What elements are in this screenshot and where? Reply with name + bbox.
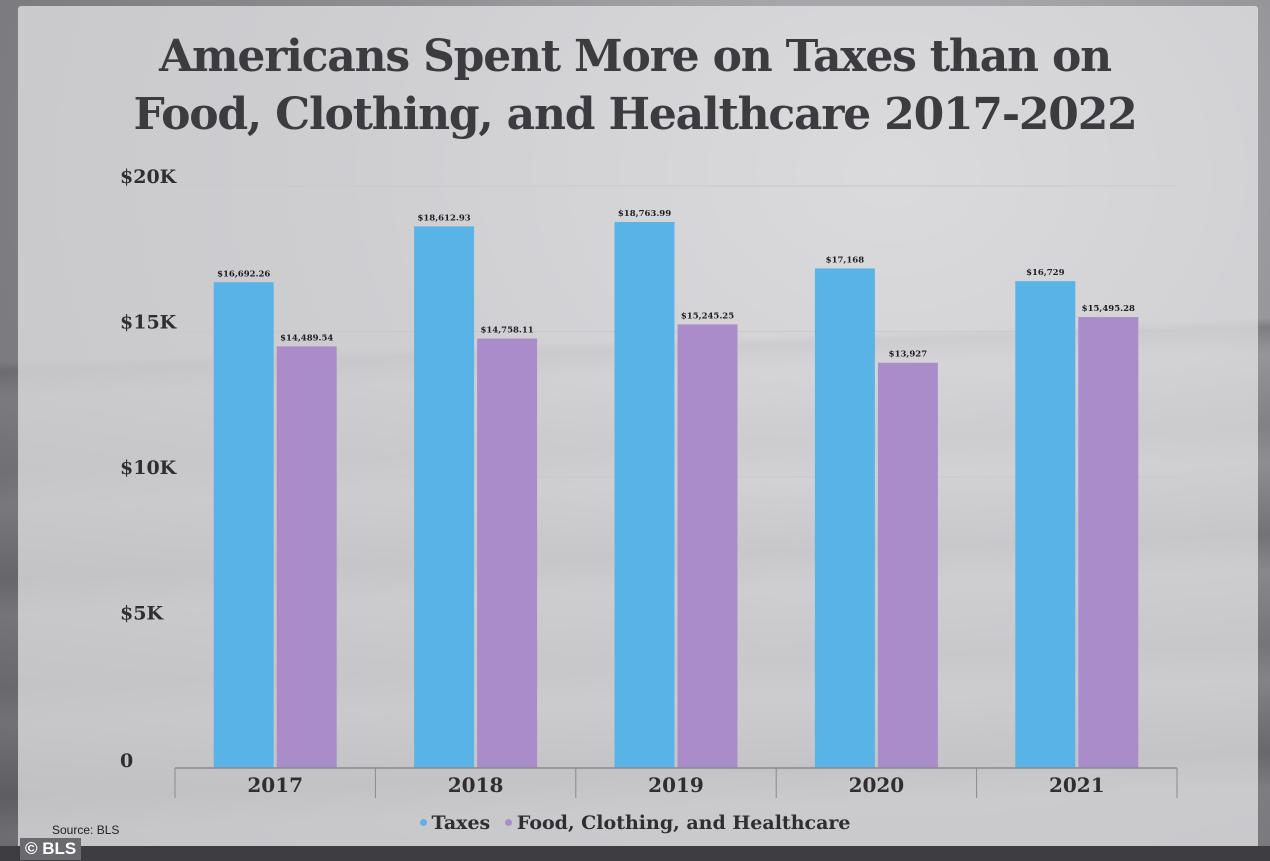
legend: Taxes Food, Clothing, and Healthcare [0, 812, 1270, 834]
bottom-band [0, 846, 1270, 861]
legend-item-food: Food, Clothing, and Healthcare [504, 812, 851, 834]
y-tick-label-4: $20K [120, 166, 178, 188]
bars [213, 221, 1139, 768]
legend-item-taxes: Taxes [419, 812, 491, 834]
x-axis: 2017 2018 2019 2020 2021 [174, 767, 1178, 798]
chart-title: Americans Spent More on Taxes than on Fo… [0, 28, 1270, 144]
legend-label-taxes: Taxes [431, 812, 491, 834]
legend-label-food: Food, Clothing, and Healthcare [516, 812, 851, 834]
data-label-food-2019: $15,245.25 [681, 311, 734, 321]
credit-badge: © BLS [20, 838, 82, 860]
bar-food-2019 [677, 324, 738, 768]
bar-taxes-2019 [614, 221, 675, 768]
x-tick-label-2017: 2017 [247, 773, 303, 797]
bar-food-2021 [1078, 317, 1139, 768]
bar-food-2018 [477, 338, 538, 768]
bar-food-2020 [877, 362, 938, 768]
x-tick-label-2019: 2019 [648, 773, 704, 797]
bar-food-2017 [276, 346, 337, 768]
chart-title-line-1: Americans Spent More on Taxes than on [159, 31, 1112, 82]
legend-swatch-taxes [419, 818, 427, 826]
bar-taxes-2017 [213, 282, 274, 768]
chart-title-line-2: Food, Clothing, and Healthcare 2017-2022 [133, 89, 1137, 140]
y-axis-ticks: 0 $5K $10K $15K $20K [120, 166, 178, 772]
y-tick-label-2: $10K [120, 457, 178, 479]
data-label-taxes-2020: $17,168 [826, 255, 865, 265]
x-tick-label-2020: 2020 [849, 773, 905, 797]
data-label-food-2020: $13,927 [889, 350, 928, 360]
y-tick-label-3: $15K [120, 312, 178, 334]
data-label-taxes-2018: $18,612.93 [417, 213, 470, 223]
y-tick-label-0: 0 [120, 750, 133, 772]
x-tick-label-2018: 2018 [448, 773, 504, 797]
bar-taxes-2018 [414, 226, 475, 768]
data-label-taxes-2021: $16,729 [1026, 268, 1065, 278]
y-tick-label-1: $5K [120, 603, 164, 625]
gridlines [175, 185, 1177, 623]
x-tick-label-2021: 2021 [1049, 773, 1105, 797]
data-label-food-2017: $14,489.54 [280, 333, 333, 343]
legend-swatch-food [504, 818, 512, 826]
data-label-taxes-2019: $18,763.99 [618, 209, 671, 219]
source-note: Source: BLS [52, 823, 120, 837]
data-labels: $16,692.26 $14,489.54 $18,612.93 $14,758.11… [217, 209, 1135, 360]
bar-taxes-2021 [1015, 281, 1076, 768]
bar-taxes-2020 [814, 268, 875, 768]
data-label-food-2018: $14,758.11 [480, 326, 533, 336]
data-label-taxes-2017: $16,692.26 [217, 269, 270, 279]
data-label-food-2021: $15,495.28 [1082, 304, 1135, 314]
